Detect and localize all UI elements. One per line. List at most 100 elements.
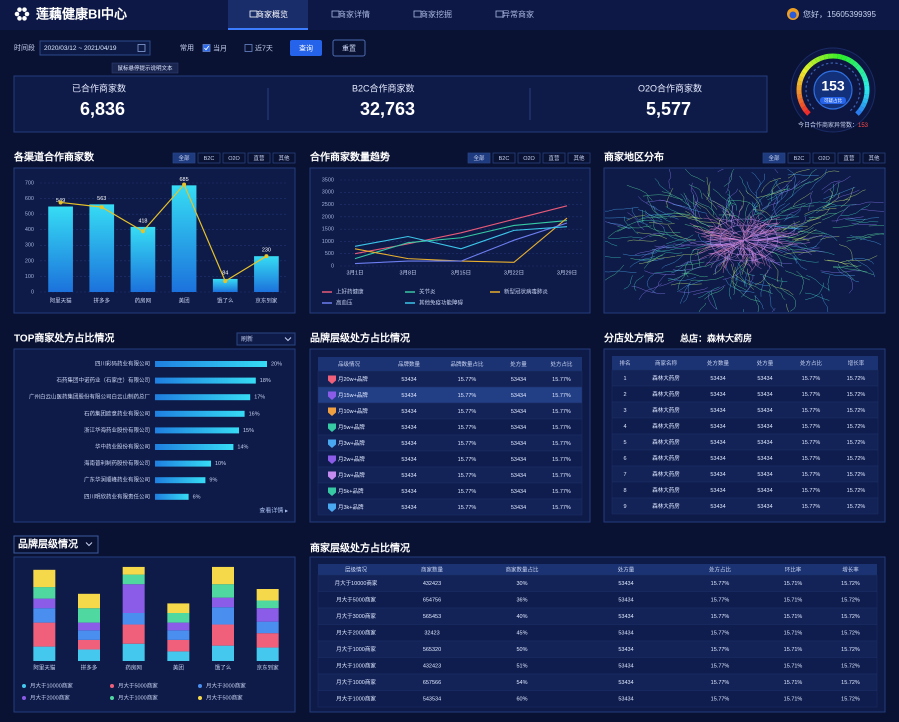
map-road bbox=[738, 190, 745, 213]
table-cell: 15.77% bbox=[711, 598, 730, 604]
chart-tab[interactable] bbox=[467, 152, 491, 164]
chart-tab-label[interactable]: 直营 bbox=[253, 154, 265, 162]
tooltip-text: 鼠标悬停提示说明文本 bbox=[117, 64, 173, 72]
chart-tab[interactable] bbox=[222, 152, 246, 164]
bar bbox=[155, 427, 239, 434]
chart-tab-label[interactable]: 全部 bbox=[768, 154, 780, 162]
checkbox-label[interactable]: 当月 bbox=[213, 43, 227, 52]
map-road bbox=[627, 212, 645, 231]
map-road bbox=[814, 230, 838, 242]
nav-tab[interactable]: 异常商家 bbox=[502, 9, 534, 19]
map-road bbox=[793, 247, 820, 252]
chart-tab-label[interactable]: B2C bbox=[204, 156, 215, 162]
dropdown[interactable] bbox=[236, 332, 296, 346]
x-tick-label: 京东到家 bbox=[255, 296, 278, 304]
chart-tab-label[interactable]: 其他 bbox=[278, 154, 290, 162]
table-cell: 15.77% bbox=[802, 408, 821, 414]
chart-tab-label[interactable]: 全部 bbox=[473, 154, 485, 162]
chart-tab[interactable] bbox=[862, 152, 886, 164]
map-road bbox=[814, 170, 840, 181]
table-cell: 53434 bbox=[511, 377, 526, 383]
chart-tab-label[interactable]: 其他 bbox=[573, 154, 585, 162]
dropdown-frame[interactable] bbox=[13, 535, 99, 554]
reset-button[interactable] bbox=[332, 39, 366, 57]
chart-tab-label[interactable]: B2C bbox=[499, 156, 510, 162]
checkbox[interactable] bbox=[202, 44, 211, 52]
map-road bbox=[744, 273, 748, 288]
checkbox-label[interactable]: 近7天 bbox=[255, 43, 273, 52]
panel-title[interactable]: 品牌层级情况 bbox=[18, 538, 78, 551]
chart-tab-label[interactable]: B2C bbox=[794, 156, 805, 162]
chart-tab[interactable] bbox=[567, 152, 591, 164]
date-range[interactable]: 2020/03/12 ~ 2021/04/19 bbox=[44, 45, 117, 52]
tier-badge bbox=[328, 439, 336, 448]
table-cell: 15.77% bbox=[802, 440, 821, 446]
table-cell: 53434 bbox=[618, 664, 633, 670]
chart-tab-label[interactable]: O2O bbox=[228, 156, 240, 162]
chart-tab[interactable] bbox=[837, 152, 861, 164]
map-road bbox=[638, 216, 672, 220]
checkbox[interactable] bbox=[244, 44, 253, 52]
chart-tab-label[interactable]: O2O bbox=[818, 156, 830, 162]
map-road bbox=[821, 293, 829, 312]
table-cell: 32423 bbox=[424, 631, 439, 637]
map-road bbox=[661, 191, 691, 207]
map-road bbox=[717, 169, 724, 173]
chart-tab[interactable] bbox=[172, 152, 196, 164]
query-button-label[interactable]: 查询 bbox=[299, 43, 313, 52]
map-road bbox=[782, 238, 808, 248]
chart-tab[interactable] bbox=[762, 152, 786, 164]
map-road bbox=[748, 242, 783, 254]
map-road bbox=[741, 247, 764, 264]
chart-tab[interactable] bbox=[787, 152, 811, 164]
date-range-box[interactable] bbox=[39, 40, 151, 56]
table-cell: 15.72% bbox=[841, 598, 860, 604]
map-road bbox=[771, 251, 798, 260]
map-road bbox=[659, 271, 688, 287]
line-dot bbox=[140, 229, 145, 234]
map-road bbox=[666, 234, 694, 245]
table-cell: 月3w+品牌 bbox=[338, 439, 365, 447]
chart-tab[interactable] bbox=[272, 152, 296, 164]
y-tick-label: 600 bbox=[25, 196, 34, 202]
gauge-arc bbox=[799, 71, 806, 78]
y-tick-label: 200 bbox=[25, 258, 34, 264]
chart-tab[interactable] bbox=[517, 152, 541, 164]
nav-tab[interactable]: 商家详情 bbox=[338, 9, 370, 19]
chart-tab-label[interactable]: 直营 bbox=[548, 154, 560, 162]
panel-title: 合作商家数量趋势 bbox=[309, 151, 390, 164]
chart-tab-label[interactable]: 直营 bbox=[843, 154, 855, 162]
map-road bbox=[673, 266, 702, 272]
line-dot bbox=[264, 254, 269, 259]
legend-swatch bbox=[22, 684, 26, 688]
query-button[interactable] bbox=[290, 40, 322, 56]
table-cell: 60% bbox=[516, 697, 527, 703]
map-road bbox=[827, 275, 831, 292]
stacked-bar-segment bbox=[212, 607, 234, 625]
table-cell: 森林大药房 bbox=[652, 486, 680, 494]
detail-link[interactable]: 查看详情 ▸ bbox=[259, 507, 288, 515]
table-cell: 15.77% bbox=[458, 457, 477, 463]
chart-tab[interactable] bbox=[247, 152, 271, 164]
chart-tab[interactable] bbox=[197, 152, 221, 164]
chart-tab[interactable] bbox=[492, 152, 516, 164]
map-road bbox=[787, 243, 812, 256]
x-tick-label: 药房网 bbox=[135, 296, 152, 304]
nav-tab[interactable]: 商家概览 bbox=[256, 9, 288, 19]
map-road bbox=[666, 188, 674, 208]
chart-tab-label[interactable]: 其他 bbox=[868, 154, 880, 162]
chart-tab[interactable] bbox=[812, 152, 836, 164]
nav-tab[interactable]: 商家挖掘 bbox=[420, 9, 452, 19]
chart-tab-label[interactable]: 全部 bbox=[178, 154, 190, 162]
chart-tab-label[interactable]: O2O bbox=[523, 156, 535, 162]
dropdown-label[interactable]: 刷新 bbox=[241, 335, 253, 343]
table-cell: 1 bbox=[623, 376, 626, 382]
reset-button-label[interactable]: 重置 bbox=[342, 44, 356, 52]
chart-tab[interactable] bbox=[542, 152, 566, 164]
map-road bbox=[807, 249, 835, 255]
table-cell: 565320 bbox=[423, 647, 441, 653]
table-cell: 53434 bbox=[401, 377, 416, 383]
stacked-bar-segment bbox=[256, 608, 279, 622]
map-road bbox=[605, 264, 625, 281]
map-road bbox=[721, 210, 732, 229]
